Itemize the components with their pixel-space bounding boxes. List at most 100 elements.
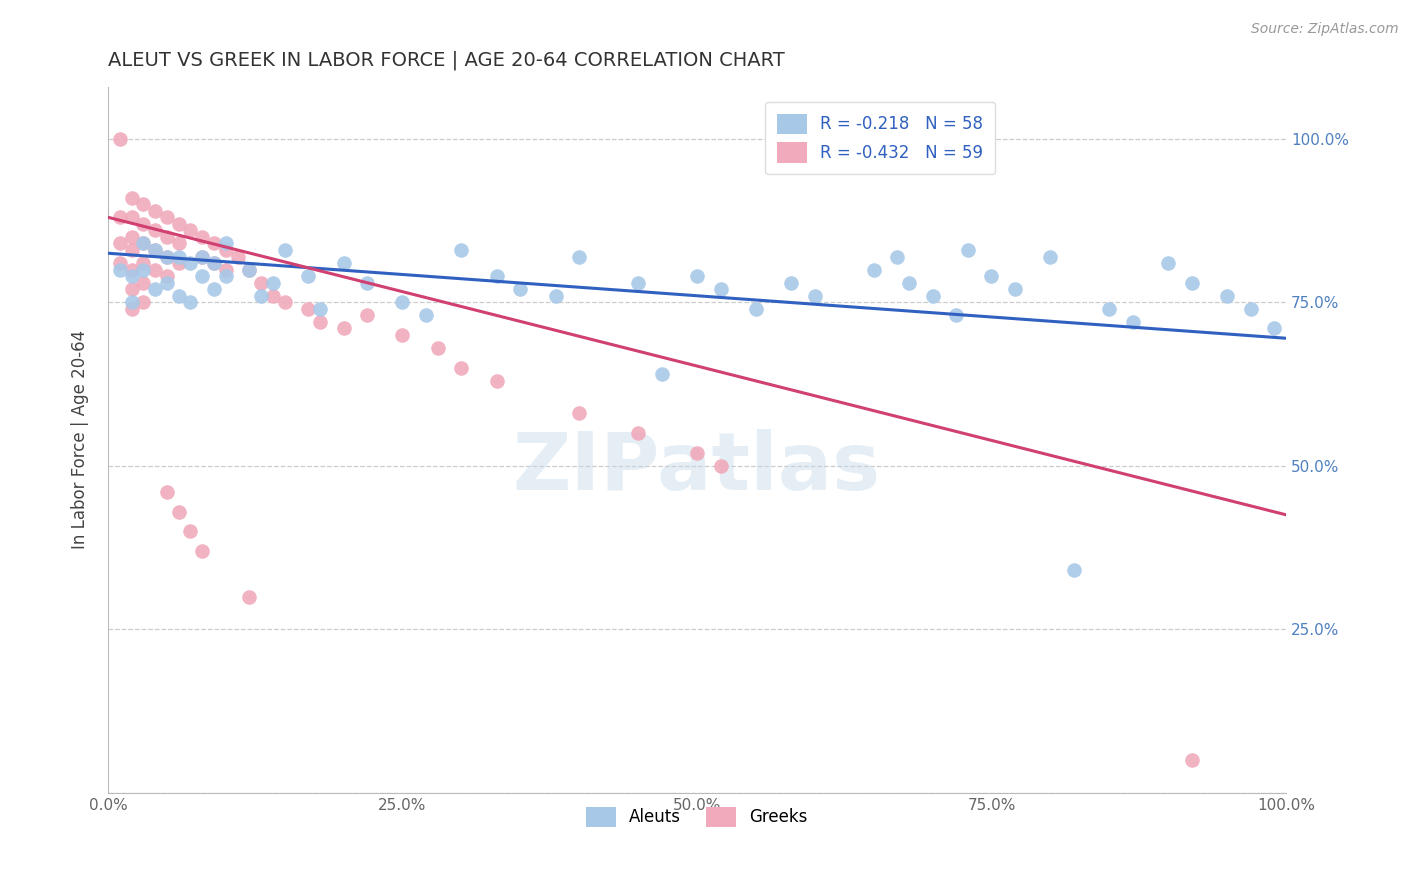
Point <box>485 269 508 284</box>
Point <box>568 250 591 264</box>
Text: Source: ZipAtlas.com: Source: ZipAtlas.com <box>1251 22 1399 37</box>
Point <box>426 341 449 355</box>
Point <box>191 250 214 264</box>
Point <box>167 504 190 518</box>
Point <box>108 211 131 225</box>
Point <box>1216 289 1239 303</box>
Point <box>132 295 155 310</box>
Point <box>132 197 155 211</box>
Point <box>273 243 295 257</box>
Point <box>709 282 731 296</box>
Point <box>956 243 979 257</box>
Point <box>191 269 214 284</box>
Point <box>1157 256 1180 270</box>
Point <box>121 295 143 310</box>
Y-axis label: In Labor Force | Age 20-64: In Labor Force | Age 20-64 <box>72 330 89 549</box>
Point <box>568 406 591 420</box>
Point <box>156 211 179 225</box>
Point <box>627 276 650 290</box>
Point <box>108 256 131 270</box>
Point <box>202 256 225 270</box>
Point <box>226 250 249 264</box>
Point <box>297 301 319 316</box>
Point <box>143 223 166 237</box>
Point <box>121 230 143 244</box>
Point <box>121 243 143 257</box>
Point <box>509 282 531 296</box>
Point <box>745 301 768 316</box>
Point <box>108 262 131 277</box>
Point <box>332 321 354 335</box>
Point <box>686 269 709 284</box>
Point <box>356 309 378 323</box>
Point <box>780 276 803 290</box>
Point <box>156 250 179 264</box>
Point <box>273 295 295 310</box>
Point <box>167 256 190 270</box>
Point <box>391 295 413 310</box>
Point <box>1063 563 1085 577</box>
Point <box>1181 276 1204 290</box>
Point <box>143 243 166 257</box>
Point <box>143 243 166 257</box>
Point <box>143 203 166 218</box>
Point <box>121 211 143 225</box>
Point <box>143 282 166 296</box>
Point <box>132 236 155 251</box>
Point <box>167 289 190 303</box>
Point <box>1239 301 1261 316</box>
Point <box>191 250 214 264</box>
Point <box>485 374 508 388</box>
Point <box>108 236 131 251</box>
Point <box>156 269 179 284</box>
Point <box>215 262 238 277</box>
Point <box>132 236 155 251</box>
Point <box>309 301 332 316</box>
Legend: Aleuts, Greeks: Aleuts, Greeks <box>579 800 814 834</box>
Point <box>179 223 201 237</box>
Point <box>156 484 179 499</box>
Point <box>132 276 155 290</box>
Point <box>215 243 238 257</box>
Point <box>156 276 179 290</box>
Point <box>391 328 413 343</box>
Point <box>121 282 143 296</box>
Point <box>886 250 908 264</box>
Point <box>709 458 731 473</box>
Point <box>132 256 155 270</box>
Point <box>132 262 155 277</box>
Point <box>332 256 354 270</box>
Point <box>215 236 238 251</box>
Point <box>167 217 190 231</box>
Point <box>1039 250 1062 264</box>
Point <box>215 269 238 284</box>
Point <box>156 230 179 244</box>
Point <box>1181 753 1204 767</box>
Point <box>803 289 825 303</box>
Point <box>250 289 273 303</box>
Point <box>450 360 472 375</box>
Point <box>121 269 143 284</box>
Point <box>179 524 201 538</box>
Point <box>297 269 319 284</box>
Point <box>862 262 884 277</box>
Point <box>921 289 943 303</box>
Point <box>415 309 437 323</box>
Point <box>108 132 131 146</box>
Point <box>121 301 143 316</box>
Point <box>1122 315 1144 329</box>
Point <box>262 289 284 303</box>
Point <box>191 543 214 558</box>
Point <box>980 269 1002 284</box>
Point <box>167 250 190 264</box>
Point <box>121 262 143 277</box>
Point <box>898 276 921 290</box>
Point <box>179 295 201 310</box>
Point <box>179 256 201 270</box>
Text: ZIPatlas: ZIPatlas <box>513 429 882 507</box>
Point <box>309 315 332 329</box>
Point <box>627 425 650 440</box>
Point <box>238 590 260 604</box>
Point <box>191 230 214 244</box>
Point <box>132 217 155 231</box>
